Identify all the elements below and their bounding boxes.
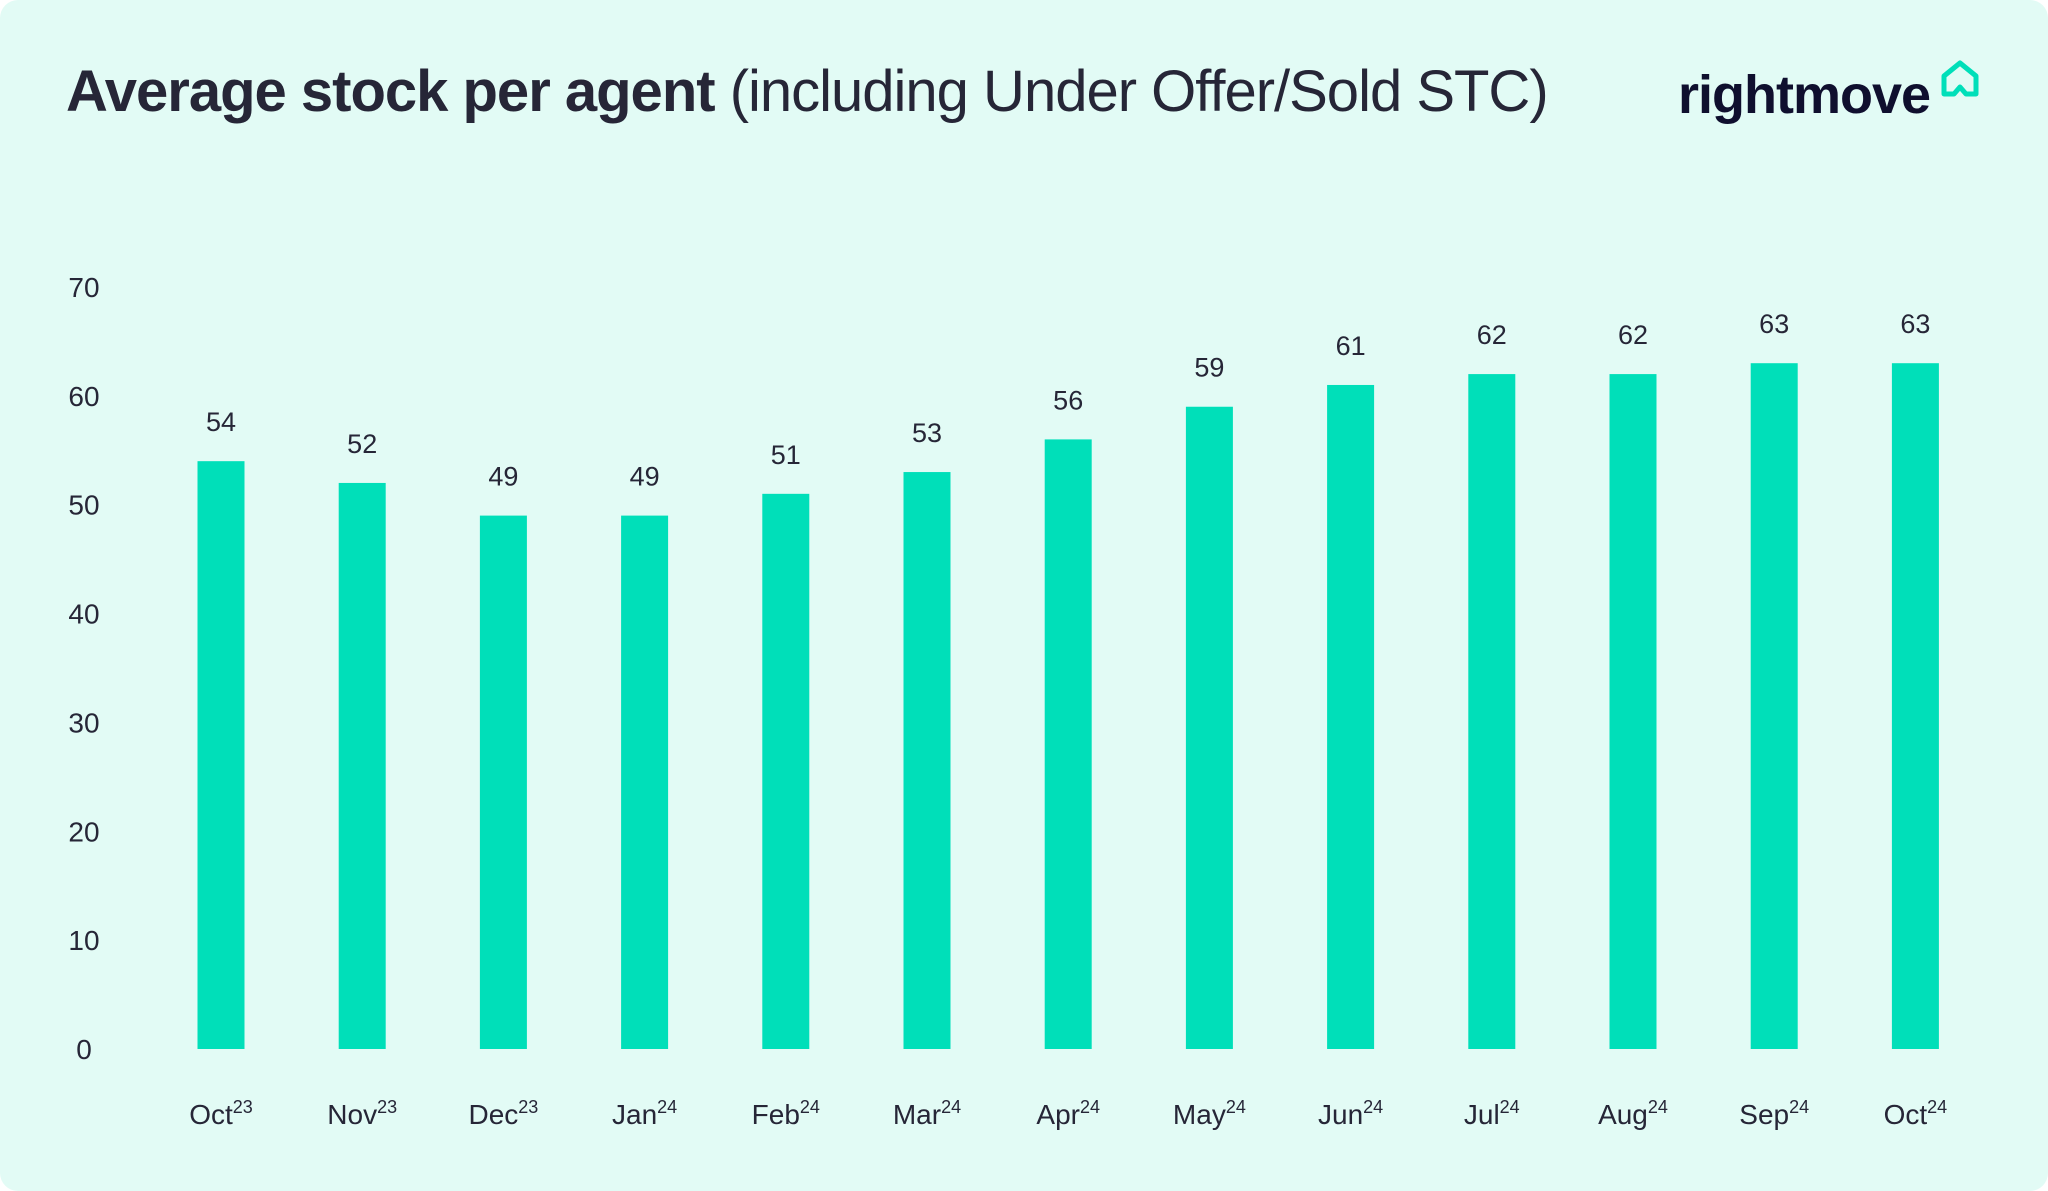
x-tick-label: Sep24: [1739, 1097, 1809, 1130]
x-tick-year: 24: [1648, 1097, 1668, 1117]
y-tick-label: 30: [68, 707, 99, 738]
x-tick-label: Nov23: [327, 1097, 397, 1130]
y-tick-label: 0: [76, 1034, 92, 1065]
x-tick-label: May24: [1173, 1097, 1246, 1130]
data-label: 59: [1194, 353, 1224, 383]
bar: [338, 482, 386, 1049]
data-label: 56: [1053, 385, 1083, 415]
x-tick-year: 23: [377, 1097, 397, 1117]
rightmove-logo: rightmove: [1678, 60, 1979, 126]
bar: [479, 515, 527, 1049]
bar: [1185, 406, 1233, 1049]
bar: [621, 515, 669, 1049]
data-label: 62: [1618, 320, 1648, 350]
x-tick-year: 24: [1927, 1097, 1947, 1117]
y-tick-label: 40: [68, 599, 99, 630]
x-tick-month: Nov: [327, 1099, 377, 1130]
x-tick-year: 24: [1080, 1097, 1100, 1117]
x-tick-month: Oct: [189, 1099, 233, 1130]
x-tick-month: Aug: [1598, 1099, 1648, 1130]
bar: [1468, 374, 1516, 1050]
y-tick-label: 10: [68, 925, 99, 956]
x-tick-year: 24: [657, 1097, 677, 1117]
bar: [1327, 384, 1375, 1049]
y-tick-label: 60: [68, 381, 99, 412]
x-tick-month: Mar: [893, 1099, 941, 1130]
x-tick-year: 24: [1363, 1097, 1383, 1117]
x-tick-label: Feb24: [752, 1097, 820, 1130]
x-tick-month: Jun: [1318, 1099, 1363, 1130]
x-tick-month: May: [1173, 1099, 1226, 1130]
y-tick-label: 50: [68, 490, 99, 521]
x-tick-month: Apr: [1036, 1099, 1080, 1130]
data-label: 61: [1336, 331, 1366, 361]
x-tick-month: Dec: [468, 1099, 518, 1130]
x-tick-label: Aug24: [1598, 1097, 1668, 1130]
x-tick-label: Oct23: [189, 1097, 253, 1130]
title-bold: Average stock per agent: [66, 59, 716, 124]
bar: [1609, 374, 1657, 1050]
x-tick-label: Mar24: [893, 1097, 961, 1130]
data-label: 62: [1477, 320, 1507, 350]
chart-title: Average stock per agent (including Under…: [66, 58, 1549, 125]
house-outline-icon: [1941, 60, 1979, 97]
data-label: 63: [1759, 309, 1789, 339]
x-tick-year: 24: [1500, 1097, 1520, 1117]
data-label: 63: [1900, 309, 1930, 339]
x-tick-year: 24: [941, 1097, 961, 1117]
bar: [1891, 363, 1939, 1049]
x-tick-year: 24: [1789, 1097, 1809, 1117]
data-label: 52: [347, 429, 377, 459]
x-tick-year: 23: [233, 1097, 253, 1117]
y-tick-label: 20: [68, 816, 99, 847]
bar: [1750, 363, 1798, 1049]
logo-text: rightmove: [1678, 65, 1931, 125]
x-tick-label: Oct24: [1884, 1097, 1948, 1130]
x-tick-month: Oct: [1884, 1099, 1928, 1130]
title-subtitle: (including Under Offer/Sold STC): [729, 59, 1549, 124]
data-label: 49: [630, 462, 660, 492]
x-tick-year: 24: [1226, 1097, 1246, 1117]
bar: [197, 461, 245, 1050]
x-tick-label: Apr24: [1036, 1097, 1100, 1130]
x-tick-label: Dec23: [468, 1097, 538, 1130]
x-tick-label: Jul24: [1464, 1097, 1520, 1130]
data-label: 49: [488, 462, 518, 492]
x-tick-month: Jan: [612, 1099, 657, 1130]
x-tick-year: 24: [800, 1097, 820, 1117]
data-label: 53: [912, 418, 942, 448]
x-tick-year: 23: [518, 1097, 538, 1117]
x-tick-label: Jun24: [1318, 1097, 1383, 1130]
x-tick-month: Feb: [752, 1099, 800, 1130]
bar: [903, 472, 951, 1049]
bar: [762, 493, 810, 1049]
x-tick-label: Jan24: [612, 1097, 677, 1130]
data-label: 54: [206, 407, 236, 437]
bar: [1044, 439, 1092, 1049]
x-tick-month: Sep: [1739, 1099, 1789, 1130]
y-tick-label: 70: [68, 272, 99, 303]
x-tick-month: Jul: [1464, 1099, 1500, 1130]
data-label: 51: [771, 440, 801, 470]
